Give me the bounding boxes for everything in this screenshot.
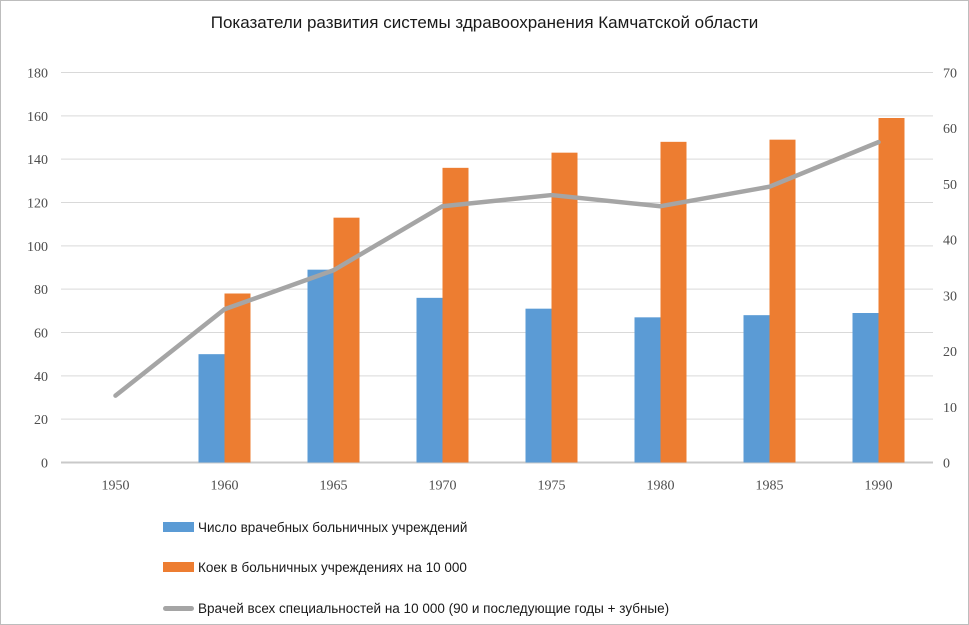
y-axis-tick-left: 80 bbox=[34, 283, 48, 298]
y-axis-tick-right: 10 bbox=[943, 401, 957, 416]
chart-title: Показатели развития системы здравоохране… bbox=[210, 13, 759, 32]
bar-hospitals bbox=[743, 315, 770, 463]
bar-hospitals bbox=[525, 308, 552, 463]
x-axis-label: 1980 bbox=[647, 479, 675, 494]
y-axis-tick-right: 30 bbox=[943, 289, 957, 304]
y-axis-tick-left: 60 bbox=[34, 327, 48, 342]
doctors-line bbox=[113, 139, 881, 398]
y-axis-tick-left: 160 bbox=[27, 110, 48, 125]
legend-item-hospitals: Число врачебных больничных учреждений bbox=[163, 519, 468, 535]
x-axis-label: 1970 bbox=[429, 479, 457, 494]
bar-beds bbox=[551, 152, 578, 463]
y-axis-tick-right: 50 bbox=[943, 178, 957, 193]
legend-swatch-beds-icon bbox=[163, 562, 194, 572]
y-axis-tick-right: 60 bbox=[943, 122, 957, 137]
legend-swatch-hospitals-icon bbox=[163, 522, 194, 532]
bar-beds bbox=[878, 118, 905, 463]
y-axis-tick-left: 140 bbox=[27, 153, 48, 168]
y-axis-tick-left: 180 bbox=[27, 67, 48, 82]
bar-beds bbox=[769, 139, 796, 463]
bar-beds bbox=[224, 293, 251, 463]
y-axis-tick-right: 0 bbox=[943, 457, 950, 472]
legend-swatch-doctors-line-icon bbox=[163, 605, 194, 611]
bar-hospitals bbox=[307, 269, 334, 463]
y-axis-tick-right: 40 bbox=[943, 234, 957, 249]
x-axis-label: 1990 bbox=[865, 479, 893, 494]
bar-beds bbox=[660, 141, 687, 463]
bar-hospitals bbox=[416, 297, 443, 463]
x-axis-label: 1950 bbox=[102, 479, 130, 494]
bar-hospitals bbox=[198, 354, 225, 463]
legend-label-beds: Коек в больничных учреждениях на 10 000 bbox=[198, 559, 467, 575]
legend-label-doctors: Врачей всех специальностей на 10 000 (90… bbox=[198, 600, 670, 616]
y-axis-tick-left: 20 bbox=[34, 413, 48, 428]
bar-beds bbox=[442, 167, 469, 463]
x-axis-label: 1965 bbox=[320, 479, 348, 494]
bar-beds bbox=[333, 217, 360, 463]
legend-item-doctors: Врачей всех специальностей на 10 000 (90… bbox=[163, 600, 670, 616]
bar-hospitals bbox=[852, 313, 879, 463]
y-axis-tick-right: 70 bbox=[943, 67, 957, 82]
legend-item-beds: Коек в больничных учреждениях на 10 000 bbox=[163, 559, 467, 575]
y-axis-tick-left: 100 bbox=[27, 240, 48, 255]
x-axis-label: 1975 bbox=[538, 479, 566, 494]
bar-hospitals bbox=[634, 317, 661, 463]
y-axis-tick-left: 120 bbox=[27, 197, 48, 212]
legend-label-hospitals: Число врачебных больничных учреждений bbox=[198, 519, 468, 535]
y-axis-tick-right: 20 bbox=[943, 345, 957, 360]
y-axis-tick-left: 40 bbox=[34, 370, 48, 385]
x-axis-label: 1960 bbox=[211, 479, 239, 494]
y-axis-tick-left: 0 bbox=[41, 457, 48, 472]
x-axis-label: 1985 bbox=[756, 479, 784, 494]
